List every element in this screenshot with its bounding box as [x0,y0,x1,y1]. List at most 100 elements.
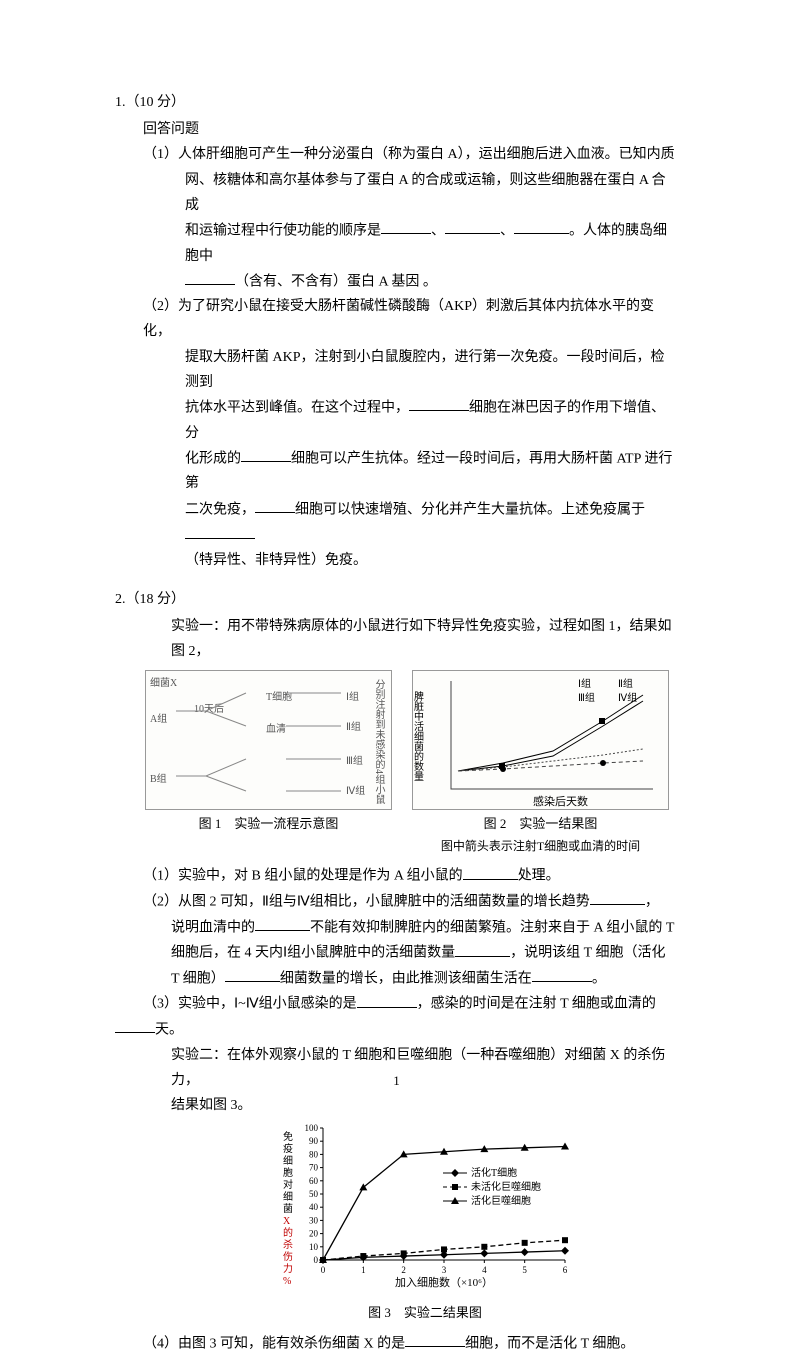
q2-p2a-post: ， [645,894,659,909]
q2-p2c-pre: 细胞后，在 4 天内Ⅰ组小鼠脾脏中的活细菌数量 [171,946,455,961]
svg-text:5: 5 [522,1265,527,1275]
q2-p4-pre: （4）由图 3 可知，能有效杀伤细菌 X 的是 [143,1336,405,1351]
q2-p2-line2: 说明血清中的 不能有效抑制脾脏内的细菌繁殖。注射来自于 A 组小鼠的 T [115,915,678,941]
blank [185,269,235,285]
blank [255,497,295,513]
blank [405,1331,465,1347]
blank [514,218,569,234]
q2-p2d-pre: T 细胞） [171,971,225,986]
q1-intro: 回答问题 [115,117,678,142]
svg-text:菌: 菌 [283,1203,293,1215]
q2-p2c-mid: ，说明该组 T 细胞（活化 [510,946,665,961]
blank [185,522,255,538]
q1-p1-line2: 网、核糖体和高尔基体参与了蛋白 A 的合成或运输，则这些细胞器在蛋白 A 合成 [115,168,678,218]
blank [225,966,280,982]
q1-p2-line2: 提取大肠杆菌 AKP，注射到小白鼠腹腔内，进行第一次免疫。一段时间后，检测到 [115,345,678,395]
blank [463,863,518,879]
svg-text:3: 3 [442,1265,447,1275]
svg-text:40: 40 [309,1202,319,1212]
svg-text:加入细胞数（×10⁶）: 加入细胞数（×10⁶） [395,1276,493,1289]
svg-text:6: 6 [563,1265,568,1275]
q2-p2b-mid: 不能有效抑制脾脏内的细菌繁殖。注射来自于 A 组小鼠的 T [310,920,674,935]
svg-text:70: 70 [309,1163,319,1173]
q2-p2-line4: T 细胞）细菌数量的增长，由此推测该细菌生活在。 [115,966,678,992]
q1-p2-line6: （特异性、非特异性）免疫。 [115,548,678,573]
svg-text:0: 0 [314,1255,319,1265]
blank [115,1017,155,1033]
svg-text:100: 100 [305,1123,319,1133]
fig2-legend: Ⅰ组 [578,677,591,690]
blank [381,218,431,234]
q1-p2-e-pre: 二次免疫， [185,502,255,517]
svg-text:疫: 疫 [283,1142,293,1155]
q1-p1-c-pre: 和运输过程中行使功能的顺序是 [185,223,381,238]
q2-p3b: 天。 [155,1022,183,1037]
svg-text:胞: 胞 [283,1167,293,1179]
svg-text:细: 细 [283,1154,293,1167]
svg-text:30: 30 [309,1215,319,1225]
q1-p2-line1: （2）为了研究小鼠在接受大肠杆菌碱性磷酸酶（AKP）刺激后其体内抗体水平的变化， [115,294,678,344]
q2-p3a-mid: ，感染的时间是在注射 T 细胞或血清的 [417,997,656,1012]
q1-p2-e-mid: 细胞可以快速增殖、分化并产生大量抗体。上述免疫属于 [295,502,645,517]
blank [455,940,510,956]
svg-text:%: % [283,1276,291,1287]
svg-text:活化巨噬细胞: 活化巨噬细胞 [471,1194,531,1207]
svg-text:2: 2 [401,1265,406,1275]
page-number: 1 [0,1069,793,1092]
fig2-legend: Ⅳ组 [618,691,637,704]
blank [445,218,500,234]
q2-p2d-post: 。 [592,971,606,986]
q2-p4-post: 细胞，而不是活化 T 细胞。 [465,1336,634,1351]
q1-p2-line4: 化形成的细胞可以产生抗体。经过一段时间后，再用大肠杆菌 ATP 进行第 [115,446,678,497]
figure-2-wrap: Ⅰ组 Ⅱ组 Ⅲ组 Ⅳ组 感染后天数 脾脏中活细菌的数量 图 2 实验一结果图 图… [412,670,669,857]
figure-2: Ⅰ组 Ⅱ组 Ⅲ组 Ⅳ组 感染后天数 脾脏中活细菌的数量 [412,670,669,810]
fig2-legend: Ⅲ组 [578,691,595,704]
q2-p1: （1）实验中，对 B 组小鼠的处理是作为 A 组小鼠的处理。 [115,863,678,889]
figure-1: 细菌X A组 B组 10天后 T细胞 血清 分别注射到未感染的4组小鼠 Ⅰ组 Ⅱ… [145,670,392,810]
q1-p2-line5: 二次免疫， 细胞可以快速增殖、分化并产生大量抗体。上述免疫属于 [115,497,678,548]
svg-text:X: X [283,1216,291,1227]
figure-3: 01020304050607080901000123456加入细胞数（×10⁶）… [275,1120,575,1290]
svg-text:杀: 杀 [283,1238,293,1251]
q2-p2-line3: 细胞后，在 4 天内Ⅰ组小鼠脾脏中的活细菌数量 ，说明该组 T 细胞（活化 [115,940,678,966]
svg-text:10: 10 [309,1242,319,1252]
blank [255,915,310,931]
fig2-xlabel: 感染后天数 [533,794,588,808]
figure-2-caption: 图 2 实验一结果图 [412,812,669,835]
q2-header: 2.（18 分） [115,587,678,612]
svg-text:60: 60 [309,1176,319,1186]
svg-text:0: 0 [321,1265,326,1275]
svg-text:4: 4 [482,1265,487,1275]
svg-text:20: 20 [309,1229,319,1239]
fig2-legend: Ⅱ组 [618,677,633,690]
figure-3-caption: 图 3 实验二结果图 [275,1301,575,1324]
q1-p1-line4: （含有、不含有）蛋白 A 基因 。 [115,269,678,295]
svg-text:的: 的 [283,1226,293,1239]
svg-text:活化T细胞: 活化T细胞 [471,1166,517,1179]
svg-text:50: 50 [309,1189,319,1199]
svg-text:脾脏中活细菌的数量: 脾脏中活细菌的数量 [413,690,424,781]
q2-p3a-pre: （3）实验中，Ⅰ~Ⅳ组小鼠感染的是 [143,997,357,1012]
q1-header: 1.（10 分） [115,90,678,115]
figure-3-wrap: 01020304050607080901000123456加入细胞数（×10⁶）… [275,1120,575,1325]
q2-p3-line2: 天。 [115,1017,678,1043]
svg-text:对: 对 [283,1178,293,1191]
svg-text:90: 90 [309,1136,319,1146]
figures-row: 细菌X A组 B组 10天后 T细胞 血清 分别注射到未感染的4组小鼠 Ⅰ组 Ⅱ… [145,670,678,857]
blank [409,395,469,411]
blank [532,966,592,982]
svg-text:80: 80 [309,1149,319,1159]
q2-p1-post: 处理。 [518,869,560,884]
q2-p4: （4）由图 3 可知，能有效杀伤细菌 X 的是 细胞，而不是活化 T 细胞。 [115,1331,678,1356]
blank [357,991,417,1007]
q1-p1-line1: （1）人体肝细胞可产生一种分泌蛋白（称为蛋白 A），运出细胞后进入血液。已知内质 [115,142,678,167]
q1-p2-line3: 抗体水平达到峰值。在这个过程中，细胞在淋巴因子的作用下增值、分 [115,395,678,446]
figure-1-caption: 图 1 实验一流程示意图 [145,812,392,835]
q2-p2b-pre: 说明血清中的 [171,920,255,935]
svg-text:伤: 伤 [283,1250,293,1263]
blank [590,889,645,905]
q1-p1-d: （含有、不含有）蛋白 A 基因 。 [235,274,437,289]
svg-text:未活化巨噬细胞: 未活化巨噬细胞 [471,1180,541,1193]
svg-text:细: 细 [283,1190,293,1203]
svg-text:免: 免 [283,1130,293,1143]
